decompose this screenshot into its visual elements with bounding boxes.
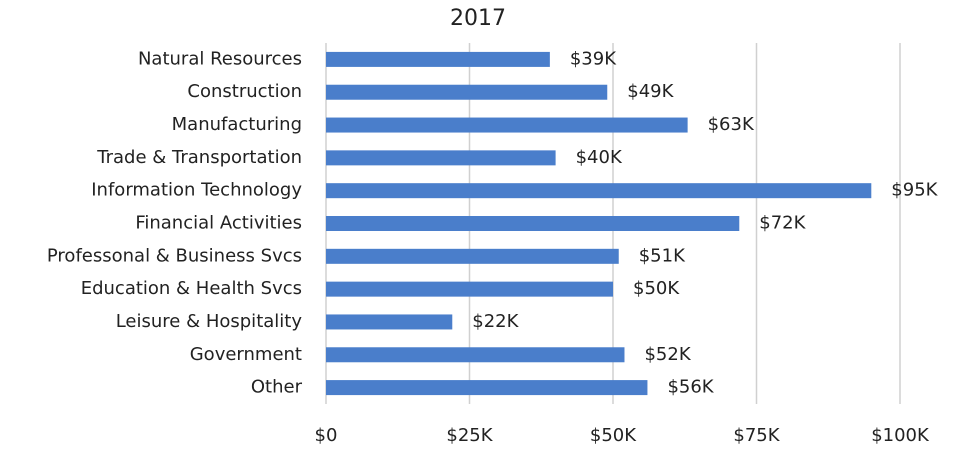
y-tick-label: Government [190, 344, 302, 365]
bar [326, 84, 608, 100]
data-label: $50K [633, 278, 680, 299]
bar [326, 117, 688, 133]
bar [326, 150, 556, 166]
y-tick-label: Natural Resources [138, 48, 302, 69]
x-tick-label: $100K [871, 425, 930, 446]
data-label: $56K [667, 377, 714, 398]
y-tick-label: Financial Activities [135, 213, 302, 234]
data-label: $49K [627, 81, 674, 102]
bar [326, 216, 740, 231]
bar [326, 183, 872, 199]
data-label: $22K [472, 311, 519, 332]
data-label: $40K [576, 147, 623, 168]
bar [326, 347, 625, 363]
data-label: $95K [891, 180, 938, 201]
data-label: $39K [570, 48, 617, 69]
x-tick-label: $25K [446, 425, 493, 446]
y-tick-label: Manufacturing [172, 114, 302, 135]
data-label: $52K [644, 344, 691, 365]
chart-title: 2017 [450, 6, 506, 31]
data-label: $51K [639, 245, 686, 266]
bar [326, 281, 613, 297]
bar [326, 314, 453, 330]
x-tick-label: $0 [315, 425, 338, 446]
bar [326, 380, 648, 396]
bar [326, 51, 550, 67]
bar [326, 248, 619, 264]
x-tick-label: $50K [590, 425, 637, 446]
data-label: $63K [708, 114, 755, 135]
x-tick-label: $75K [733, 425, 780, 446]
y-tick-label: Information Technology [91, 180, 302, 201]
y-tick-label: Professonal & Business Svcs [47, 245, 302, 266]
y-tick-label: Leisure & Hospitality [116, 311, 303, 332]
y-tick-label: Construction [187, 81, 302, 102]
data-label: $72K [759, 213, 806, 234]
y-tick-label: Education & Health Svcs [81, 278, 302, 299]
y-tick-label: Trade & Transportation [96, 147, 302, 168]
y-tick-label: Other [251, 377, 303, 398]
